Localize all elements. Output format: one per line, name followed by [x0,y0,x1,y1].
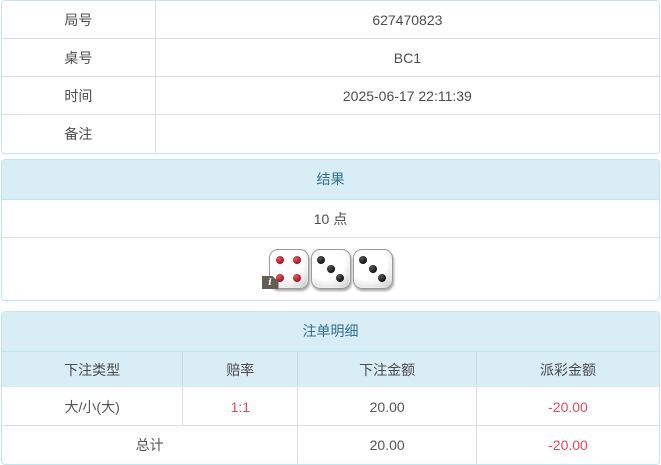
die-pip [317,255,326,264]
time-value: 2025-06-17 22:11:39 [342,87,472,104]
dice-row: i [2,238,659,300]
remark-label: 备注 [2,115,156,153]
die-pip [275,256,284,265]
die-2 [310,249,351,289]
col-header-odds: 赔率 [183,352,299,387]
odds-value: 1:1 [183,388,299,425]
die-3 [352,249,393,289]
table-row: 桌号 BC1 [2,39,659,77]
col-header-bet-amount: 下注金额 [298,352,477,387]
result-panel-title: 结果 [2,160,659,200]
bet-row: 大/小(大) 1:1 20.00 -20.00 [2,388,659,426]
die-pip [359,255,368,264]
die-pip [275,273,284,282]
bet-table: 下注类型 赔率 下注金额 派彩金额 大/小(大) 1:1 20.00 -20.0… [2,352,659,464]
table-row: 时间 2025-06-17 22:11:39 [2,77,659,115]
result-panel: 结果 10 点 i [1,159,660,301]
die-pip [377,274,386,283]
die-pip [293,256,302,265]
bet-amount-value: 20.00 [298,388,477,425]
die-pip [368,265,377,273]
payout-value: -20.00 [548,398,588,415]
total-payout: -20.00 [548,437,588,453]
die-pip [335,274,344,283]
bet-table-header: 下注类型 赔率 下注金额 派彩金额 [2,352,659,388]
bet-details-panel: 注单明细 下注类型 赔率 下注金额 派彩金额 大/小(大) 1:1 20.00 … [1,311,660,465]
game-info-table: 局号 627470823 桌号 BC1 时间 2025-06-17 22:11:… [1,0,660,154]
table-number-value: BC1 [393,49,421,66]
table-number-label: 桌号 [2,39,156,76]
bet-type-value: 大/小(大) [2,388,184,425]
time-label: 时间 [2,77,156,114]
result-points: 10 点 [2,200,659,238]
die-pip [326,265,335,273]
table-row: 备注 [2,115,659,153]
total-row: 总计 20.00 -20.00 [2,426,659,464]
col-header-bet-type: 下注类型 [2,352,184,387]
die-pip [293,273,302,282]
die-1: i [261,249,309,289]
total-bet-amount: 20.00 [298,426,477,464]
info-badge-icon[interactable]: i [261,276,279,289]
col-header-payout: 派彩金额 [539,361,596,378]
round-number-label: 局号 [2,1,156,38]
bet-details-title: 注单明细 [2,312,659,352]
table-row: 局号 627470823 [2,1,659,39]
round-number-value: 627470823 [372,11,443,28]
remark-value [156,115,659,153]
total-label: 总计 [2,426,299,464]
